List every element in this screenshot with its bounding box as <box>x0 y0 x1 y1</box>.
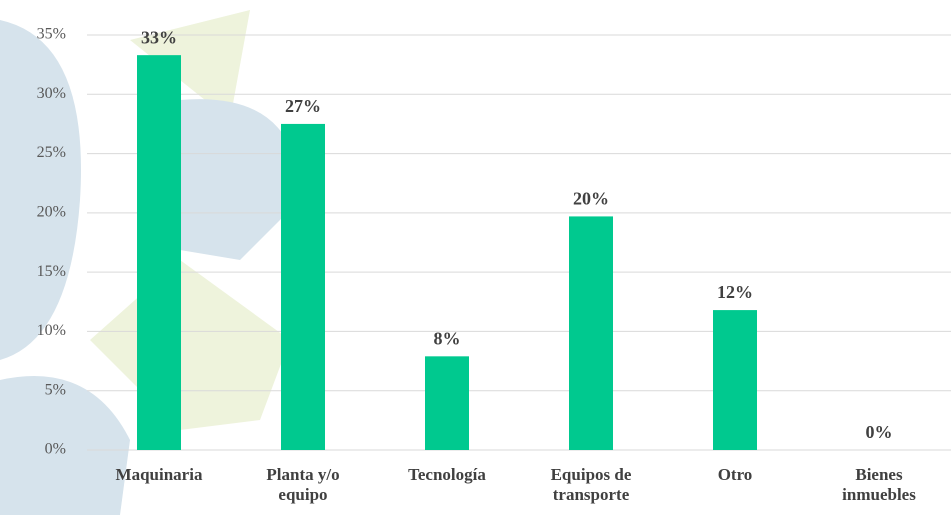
data-label: 0% <box>866 422 893 442</box>
y-tick-label: 5% <box>45 381 66 398</box>
bar <box>137 55 181 450</box>
y-tick-label: 15% <box>37 263 66 280</box>
x-tick-label: Planta y/o equipo <box>243 465 363 505</box>
y-tick-label: 0% <box>45 441 66 458</box>
x-tick-label: Bienes inmuebles <box>819 465 939 505</box>
data-label: 20% <box>573 189 609 209</box>
data-label: 33% <box>141 27 177 47</box>
y-tick-label: 10% <box>37 322 66 339</box>
y-tick-label: 20% <box>37 204 66 221</box>
x-tick-label: Tecnología <box>387 465 507 485</box>
x-tick-label: Equipos de transporte <box>531 465 651 505</box>
bar <box>569 216 613 450</box>
chart: 0% 5% 10% 15% 20% 25% 30% 35% 33% 27% 8% 20% 12% 0% <box>0 0 951 515</box>
x-tick-label: Maquinaria <box>99 465 219 485</box>
data-label: 12% <box>717 282 753 302</box>
x-tick-label: Otro <box>675 465 795 485</box>
bar <box>425 356 469 450</box>
y-tick-label: 30% <box>37 85 66 102</box>
bar <box>281 124 325 450</box>
bar <box>713 310 757 450</box>
y-tick-label: 25% <box>37 144 66 161</box>
data-label: 27% <box>285 96 321 116</box>
chart-container: 0% 5% 10% 15% 20% 25% 30% 35% 33% 27% 8% 20% 12% 0% M… <box>0 0 951 515</box>
data-label: 8% <box>434 328 461 348</box>
y-tick-label: 35% <box>37 26 66 43</box>
